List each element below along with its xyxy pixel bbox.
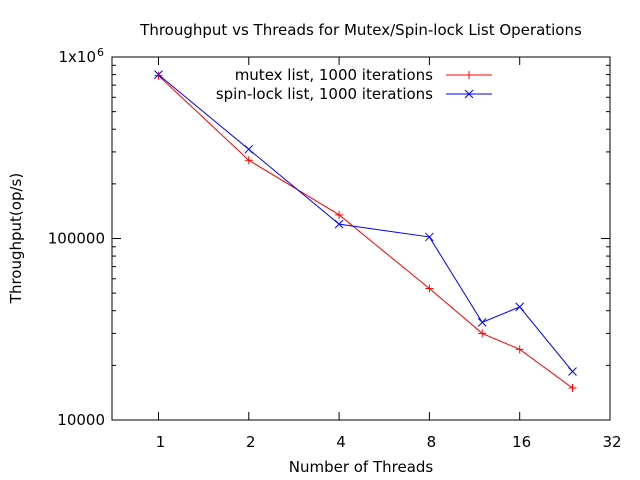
x-tick-label: 4 — [336, 433, 346, 451]
series-2-point — [154, 70, 163, 79]
y-tick-label: 100000 — [48, 230, 105, 248]
x-tick-label: 8 — [427, 433, 437, 451]
series-1-point — [154, 71, 163, 80]
series-layer — [154, 70, 577, 393]
y-tick-label: 1x10 — [58, 48, 96, 66]
series-1-point — [425, 284, 434, 293]
series-2 — [154, 70, 577, 376]
x-tick-label: 1 — [156, 433, 166, 451]
series-1 — [154, 71, 577, 393]
series-2-point — [334, 219, 344, 229]
y-tick-label: 10000 — [57, 411, 105, 429]
series-2-point — [425, 232, 434, 242]
y-axis-label: Throughput(op/s) — [7, 173, 25, 304]
x-axis-ticks: 1 2 4 8 16 32 — [156, 57, 622, 451]
series-2-point — [568, 367, 577, 376]
legend-marker-2 — [464, 89, 474, 99]
series-2-line — [158, 74, 573, 372]
x-tick-label: 2 — [246, 433, 256, 451]
legend-label-1: mutex list, 1000 iterations — [235, 66, 433, 84]
x-axis-label: Number of Threads — [289, 458, 434, 476]
y-axis-ticks: 10000 100000 1x10 6 — [48, 46, 610, 429]
x-tick-label: 16 — [512, 433, 531, 451]
series-1-line — [158, 75, 573, 389]
series-2-point — [244, 144, 254, 154]
series-1-point — [568, 384, 577, 393]
series-2-point — [515, 302, 525, 312]
series-2-point — [477, 318, 487, 327]
legend-marker-1 — [465, 71, 473, 79]
legend-label-2: spin-lock list, 1000 iterations — [216, 85, 433, 103]
chart-title: Throughput vs Threads for Mutex/Spin-loc… — [139, 21, 582, 39]
y-tick-exponent: 6 — [97, 46, 104, 59]
x-tick-label: 32 — [602, 433, 621, 451]
series-1-point — [244, 156, 253, 165]
series-1-point — [515, 345, 524, 354]
plot-frame — [111, 56, 611, 421]
series-1-point — [335, 210, 344, 219]
series-1-point — [478, 329, 487, 338]
